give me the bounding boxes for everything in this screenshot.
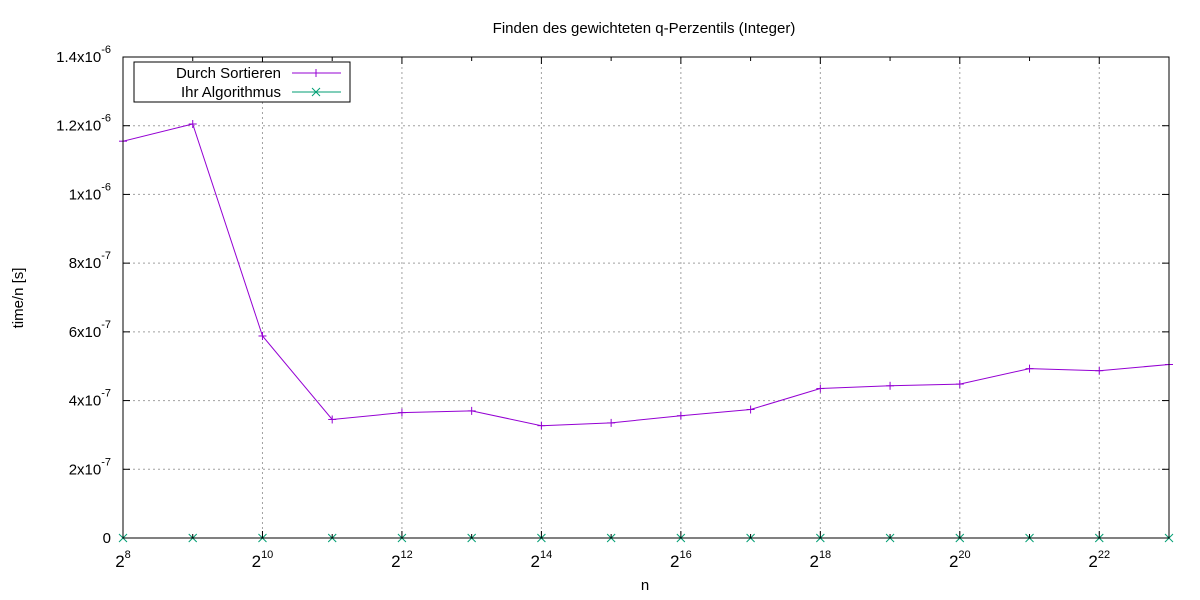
x-tick-label: 212 [391, 549, 413, 571]
y-tick-label: 1x10-6 [69, 181, 111, 203]
y-tick-label: 6x10-7 [69, 319, 111, 341]
y-tick-label: 2x10-7 [69, 456, 111, 478]
legend-marker-2 [311, 87, 321, 97]
y-tick-label: 8x10-7 [69, 250, 111, 272]
x-tick-label: 216 [670, 549, 692, 571]
x-tick-label: 220 [949, 549, 971, 571]
series-1-point [188, 119, 197, 128]
legend-label-2: Ihr Algorithmus [181, 84, 281, 101]
x-tick-label: 28 [115, 549, 131, 571]
series-1-point [258, 331, 267, 340]
series-1-point [886, 381, 895, 390]
x-axis: 28 210 212 214 216 218 220 222 [115, 57, 1170, 571]
series-1-point [467, 406, 476, 415]
series-1-point [746, 405, 755, 414]
series-layer [118, 119, 1174, 543]
series-1-point [1025, 364, 1034, 373]
plot-frame [122, 56, 1170, 539]
y-tick-label: 1.4x10-6 [56, 44, 111, 66]
series-1-point [1095, 366, 1104, 375]
x-tick-label: 210 [252, 549, 274, 571]
series-1-point [537, 421, 546, 430]
legend-marker-2-b [311, 87, 321, 97]
series-1-point [955, 380, 964, 389]
series-1-point [676, 411, 685, 420]
legend-marker-1 [312, 69, 320, 77]
legend-box [133, 61, 351, 103]
legend-label-1: Durch Sortieren [176, 65, 281, 82]
y-axis-label: time/n [s] [10, 268, 27, 329]
x-tick-label: 222 [1088, 549, 1110, 571]
series-1-point [816, 384, 825, 393]
legend: Durch Sortieren Ihr Algorithmus [133, 61, 351, 103]
series-line-1 [122, 123, 1170, 427]
series-1-point [607, 418, 616, 427]
y-axis: 0 2x10-7 4x10-7 6x10-7 8x10-7 1x10-6 1.2x10-6 1… [56, 44, 1169, 547]
y-tick-label: 0 [103, 530, 111, 547]
chart-title: Finden des gewichteten q-Perzentils (Int… [493, 20, 796, 37]
x-tick-label: 214 [531, 549, 553, 571]
grid [123, 57, 1169, 538]
x-tick-label: 218 [809, 549, 831, 571]
series-1-point [328, 415, 337, 424]
y-tick-label: 4x10-7 [69, 388, 111, 410]
series-1-point [397, 408, 406, 417]
y-tick-label: 1.2x10-6 [56, 113, 111, 135]
x-axis-label: n [641, 577, 649, 594]
